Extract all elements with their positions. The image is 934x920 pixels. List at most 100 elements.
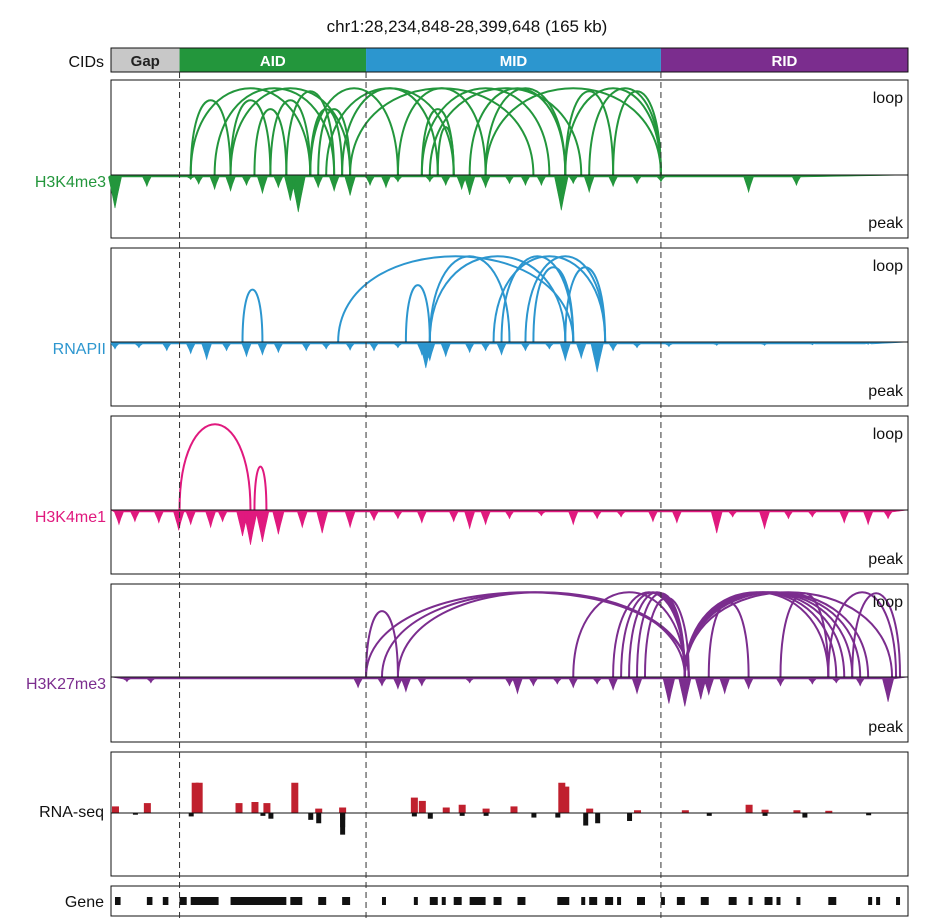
loop-arc bbox=[683, 591, 894, 678]
gene-block bbox=[796, 897, 801, 905]
rnaseq-minus-bar bbox=[316, 813, 322, 824]
rnaseq-minus-bar bbox=[627, 813, 633, 821]
loop-arc bbox=[229, 99, 272, 176]
gene-block bbox=[190, 897, 219, 905]
gene-block bbox=[381, 897, 386, 905]
gene-block bbox=[469, 897, 486, 905]
loop-arc bbox=[404, 284, 431, 343]
loop-label: loop bbox=[873, 90, 903, 107]
peak-label: peak bbox=[868, 215, 904, 232]
track-frame bbox=[110, 415, 909, 575]
gene-block bbox=[617, 897, 622, 905]
loop-arc bbox=[532, 266, 575, 343]
gene-block bbox=[318, 897, 327, 905]
loop-arc bbox=[643, 596, 690, 678]
figure-title: chr1:28,234,848-28,399,648 (165 kb) bbox=[327, 17, 608, 36]
cid-label-gap: Gap bbox=[131, 53, 160, 70]
loop-arc bbox=[337, 255, 575, 343]
gene-block bbox=[876, 897, 881, 905]
gene-block bbox=[605, 897, 614, 905]
loop-arc bbox=[428, 87, 583, 176]
cid-label-rid: RID bbox=[772, 53, 798, 70]
gene-block bbox=[776, 897, 781, 905]
rnaseq-minus-bar bbox=[483, 813, 489, 816]
rnaseq-plus-bar bbox=[586, 808, 594, 813]
rnaseq-plus-bar bbox=[761, 809, 769, 813]
loop-arc bbox=[612, 90, 662, 176]
cids-frame bbox=[110, 47, 909, 73]
loop-arc bbox=[524, 255, 607, 343]
gene-block bbox=[557, 897, 570, 905]
gene-block bbox=[748, 897, 753, 905]
rnaseq-plus-bar bbox=[235, 803, 243, 813]
cid-segment-aid bbox=[179, 48, 367, 72]
track-frame bbox=[110, 751, 909, 877]
gene-block bbox=[868, 897, 873, 905]
loop-arc bbox=[588, 87, 662, 176]
gene-block bbox=[637, 897, 645, 905]
loop-label: loop bbox=[873, 426, 903, 443]
rnaseq-plus-bar bbox=[634, 810, 642, 813]
track-frame bbox=[110, 79, 909, 239]
loop-arc bbox=[309, 87, 399, 176]
rnaseq-minus-bar bbox=[802, 813, 808, 818]
loop-arc bbox=[189, 99, 232, 176]
gene-label: Gene bbox=[65, 894, 104, 911]
gene-block bbox=[660, 897, 665, 905]
rnaseq-minus-bar bbox=[583, 813, 589, 826]
loop-arc bbox=[492, 255, 607, 343]
loop-arc bbox=[484, 87, 567, 176]
track-frame bbox=[110, 583, 909, 743]
rnaseq-plus-bar bbox=[482, 808, 490, 813]
cid-segment-mid bbox=[366, 48, 661, 72]
loop-arc bbox=[436, 126, 455, 176]
rnaseq-plus-bar bbox=[291, 782, 299, 813]
rnaseq-minus-bar bbox=[706, 813, 712, 816]
peak-label: peak bbox=[868, 719, 904, 736]
gene-block bbox=[493, 897, 502, 905]
track-h3k4me1: loop peak H3K4me1 bbox=[35, 415, 909, 575]
gene-block bbox=[517, 897, 526, 905]
loop-arc bbox=[707, 601, 750, 678]
rnaseq-minus-bar bbox=[555, 813, 561, 818]
rnaseq-plus-bar bbox=[263, 803, 271, 813]
rnaseq-minus-bar bbox=[132, 813, 138, 815]
gene-block bbox=[896, 897, 901, 905]
loop-arc bbox=[253, 465, 268, 511]
rnaseq-plus-bar bbox=[418, 800, 426, 813]
rnaseq-plus-bar bbox=[143, 803, 151, 813]
loop-label: loop bbox=[873, 594, 903, 611]
rnaseq-plus-bar bbox=[745, 804, 753, 813]
cid-label-aid: AID bbox=[260, 53, 286, 70]
track-gene: Gene bbox=[65, 885, 909, 917]
rnaseq-plus-bar bbox=[458, 804, 466, 813]
rnaseq-plus-bar bbox=[681, 810, 689, 813]
rnaseq-plus-bar bbox=[825, 810, 833, 813]
loop-arc bbox=[341, 87, 439, 176]
loop-arc bbox=[396, 591, 686, 678]
rnaseq-minus-bar bbox=[762, 813, 768, 816]
gene-block bbox=[114, 897, 121, 905]
rnaseq-plus-bar bbox=[558, 782, 566, 813]
gene-block bbox=[162, 897, 169, 905]
rnaseq-plus-bar bbox=[191, 782, 199, 813]
rnaseq-plus-bar bbox=[442, 807, 450, 813]
gene-block bbox=[179, 897, 187, 905]
track-label: H3K27me3 bbox=[26, 676, 106, 693]
loop-arc bbox=[229, 87, 352, 176]
track-rnapii: loop peak RNAPII bbox=[53, 247, 909, 407]
loop-arc bbox=[564, 90, 615, 176]
gene-block bbox=[728, 897, 737, 905]
loop-arc bbox=[572, 591, 686, 678]
track-label: H3K4me3 bbox=[35, 174, 106, 191]
rnaseq-plus-bar bbox=[315, 808, 323, 813]
rnaseq-minus-bar bbox=[260, 813, 266, 816]
rnaseq-plus-bar bbox=[251, 802, 259, 813]
rnaseq-minus-bar bbox=[531, 813, 537, 818]
peak-label: peak bbox=[868, 383, 904, 400]
loop-arc bbox=[396, 87, 487, 176]
rnaseq-minus-bar bbox=[308, 813, 314, 820]
gene-block bbox=[764, 897, 773, 905]
rnaseq-label: RNA-seq bbox=[39, 804, 104, 821]
